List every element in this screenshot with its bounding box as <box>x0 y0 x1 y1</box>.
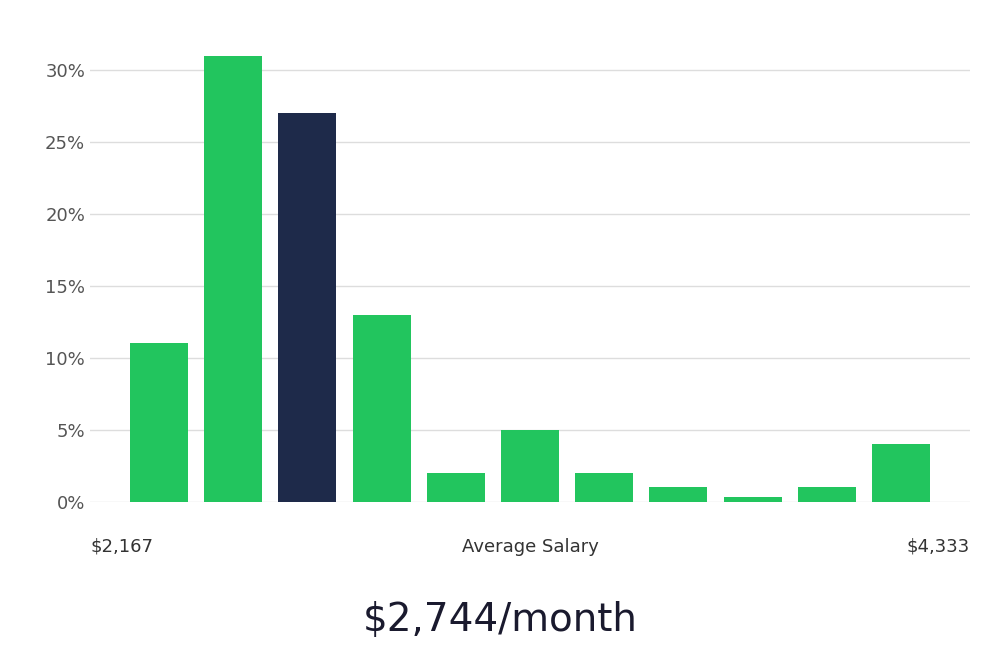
Bar <box>501 430 559 502</box>
Bar <box>353 315 411 502</box>
Bar <box>204 55 262 502</box>
Bar <box>427 473 485 502</box>
Bar <box>278 114 336 502</box>
Bar <box>649 487 707 502</box>
Text: Average Salary: Average Salary <box>462 538 598 556</box>
Bar <box>575 473 633 502</box>
Bar <box>130 343 188 502</box>
Text: $2,744/month: $2,744/month <box>363 601 637 640</box>
Text: $4,333: $4,333 <box>907 538 970 556</box>
Text: $2,167: $2,167 <box>90 538 153 556</box>
Bar <box>798 487 856 502</box>
Bar <box>724 497 782 502</box>
Bar <box>872 444 930 502</box>
